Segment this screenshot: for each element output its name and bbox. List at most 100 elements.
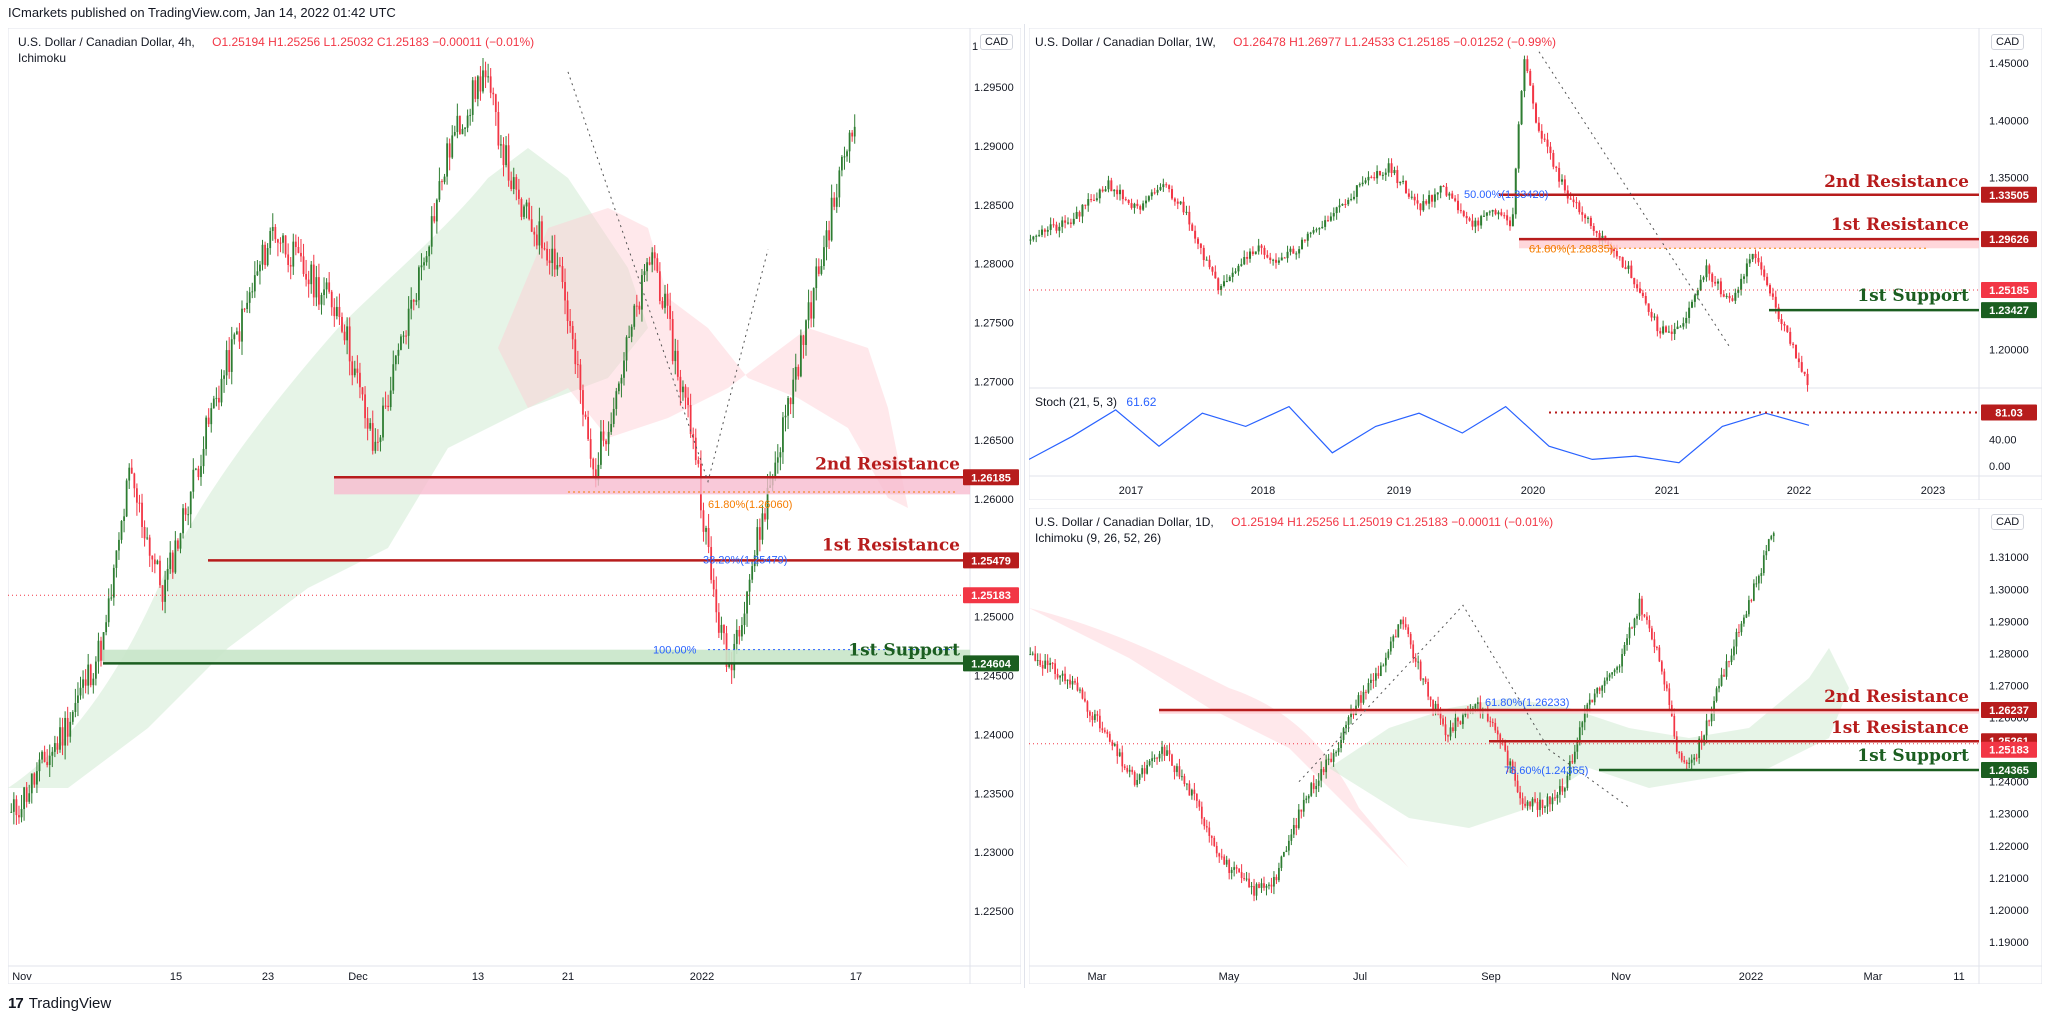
daily-candle	[1278, 867, 1280, 881]
weekly-candle	[1292, 248, 1295, 254]
daily-candle	[1526, 801, 1529, 806]
weekly-candle	[1286, 251, 1289, 259]
left-candle	[92, 678, 95, 686]
daily-candle	[1265, 885, 1268, 888]
daily-price-3-badge-bg	[1981, 761, 2037, 778]
daily-candle	[1476, 702, 1479, 705]
left-candle	[282, 235, 284, 243]
left-candle	[779, 452, 782, 458]
left-candle	[271, 227, 274, 232]
left-candle	[666, 293, 669, 306]
left-candle	[412, 299, 415, 302]
daily-candle	[1084, 698, 1086, 702]
daily-y-tick: 1.23000	[1989, 809, 2029, 821]
left-candle	[223, 375, 225, 379]
left-ichimoku-cloud-red	[498, 208, 908, 508]
left-chart-panel[interactable]: 61.80%(1.26060) 38.20%(1.25479) 100.00% 2nd…	[8, 28, 1021, 984]
daily-candle	[1335, 752, 1337, 754]
weekly-candle	[1676, 326, 1679, 330]
daily-y-tick: 1.28000	[1989, 648, 2029, 660]
weekly-candle	[1364, 180, 1367, 183]
left-candle	[351, 361, 354, 376]
daily-candle	[1648, 620, 1651, 629]
weekly-x-tick: 2017	[1119, 485, 1143, 497]
daily-candle	[1668, 688, 1671, 705]
left-candle	[469, 114, 472, 116]
left-candle	[200, 466, 202, 478]
left-candle	[646, 262, 648, 272]
daily-candle	[1151, 758, 1153, 762]
left-candle	[664, 293, 666, 308]
weekly-symbol: U.S. Dollar / Canadian Dollar, 1W,	[1035, 35, 1216, 49]
left-chart-svg[interactable]: 61.80%(1.26060) 38.20%(1.25479) 100.00% 2nd…	[8, 28, 1021, 984]
weekly-candle	[1113, 189, 1116, 192]
weekly-candle	[1064, 220, 1067, 223]
weekly-candle	[1211, 267, 1214, 272]
daily-candle	[1200, 806, 1203, 819]
weekly-candle	[1719, 281, 1722, 295]
daily-candle	[1094, 714, 1096, 720]
weekly-x-tick: 2020	[1521, 485, 1545, 497]
daily-y-tick: 1.19000	[1989, 937, 2029, 949]
weekly-candle	[1280, 257, 1283, 261]
weekly-candle	[1659, 331, 1662, 334]
left-candle	[823, 247, 825, 267]
left-candle	[684, 386, 687, 398]
daily-chart-panel[interactable]: 61.80%(1.26233) 78.60%(1.24365) 2nd Resist…	[1029, 508, 2042, 984]
weekly-legend: U.S. Dollar / Canadian Dollar, 1W, O1.26…	[1035, 34, 1556, 50]
weekly-candle	[1228, 276, 1231, 281]
left-candle	[656, 258, 659, 272]
daily-candle	[1079, 689, 1081, 691]
weekly-candle	[1263, 247, 1266, 255]
weekly-candle	[1488, 211, 1491, 213]
daily-candle	[1437, 703, 1439, 712]
daily-currency-badge[interactable]: CAD	[1991, 514, 2025, 530]
weekly-candle	[1326, 220, 1330, 222]
daily-candle	[1046, 660, 1049, 666]
daily-candle	[1653, 639, 1656, 648]
weekly-candle	[1133, 203, 1136, 208]
weekly-candle	[1708, 265, 1711, 274]
daily-candle	[1633, 618, 1636, 628]
left-legend: U.S. Dollar / Canadian Dollar, 4h, O1.25…	[18, 34, 534, 66]
left-candle	[389, 390, 392, 408]
daily-candle	[1544, 806, 1546, 808]
left-candle	[248, 292, 251, 303]
left-candle	[658, 271, 661, 301]
daily-candle	[1516, 780, 1519, 793]
daily-chart-svg[interactable]: 61.80%(1.26233) 78.60%(1.24365) 2nd Resist…	[1029, 508, 2042, 984]
left-candle	[484, 70, 487, 78]
weekly-currency-badge[interactable]: CAD	[1991, 34, 2025, 50]
weekly-candle	[1127, 199, 1130, 204]
weekly-candle	[1792, 343, 1795, 345]
left-candle	[169, 552, 172, 570]
weekly-candle	[1142, 203, 1145, 210]
left-candle	[615, 391, 618, 409]
weekly-candle	[1714, 281, 1717, 284]
left-candle	[18, 815, 20, 818]
left-candle	[764, 513, 766, 520]
daily-candle	[1752, 583, 1755, 601]
weekly-chart-svg[interactable]: 50.00%(1.33420) 61.80%(1.28835) 2nd Resist…	[1029, 28, 2042, 500]
daily-candle	[1116, 744, 1119, 757]
left-candle	[528, 202, 531, 220]
weekly-candle	[1269, 257, 1272, 261]
daily-candle	[1740, 623, 1743, 633]
daily-candle	[1041, 665, 1044, 669]
daily-candle	[1454, 717, 1457, 732]
left-candle	[30, 773, 33, 794]
left-candle	[294, 241, 297, 248]
left-currency-badge[interactable]: CAD	[980, 34, 1014, 50]
weekly-candle	[1254, 251, 1257, 255]
weekly-candle	[1165, 184, 1168, 186]
weekly-chart-panel[interactable]: 50.00%(1.33420) 61.80%(1.28835) 2nd Resist…	[1029, 28, 2042, 500]
weekly-candle	[1595, 230, 1598, 234]
left-candle	[776, 457, 779, 463]
daily-candle	[1208, 827, 1211, 836]
left-candle	[494, 94, 497, 113]
footer-brand[interactable]: 17 TradingView	[8, 994, 111, 1014]
daily-candle	[1494, 722, 1497, 731]
left-price-1-badge-text: 1.25479	[971, 555, 1011, 567]
left-candle	[674, 350, 677, 362]
daily-candle	[1238, 868, 1240, 873]
